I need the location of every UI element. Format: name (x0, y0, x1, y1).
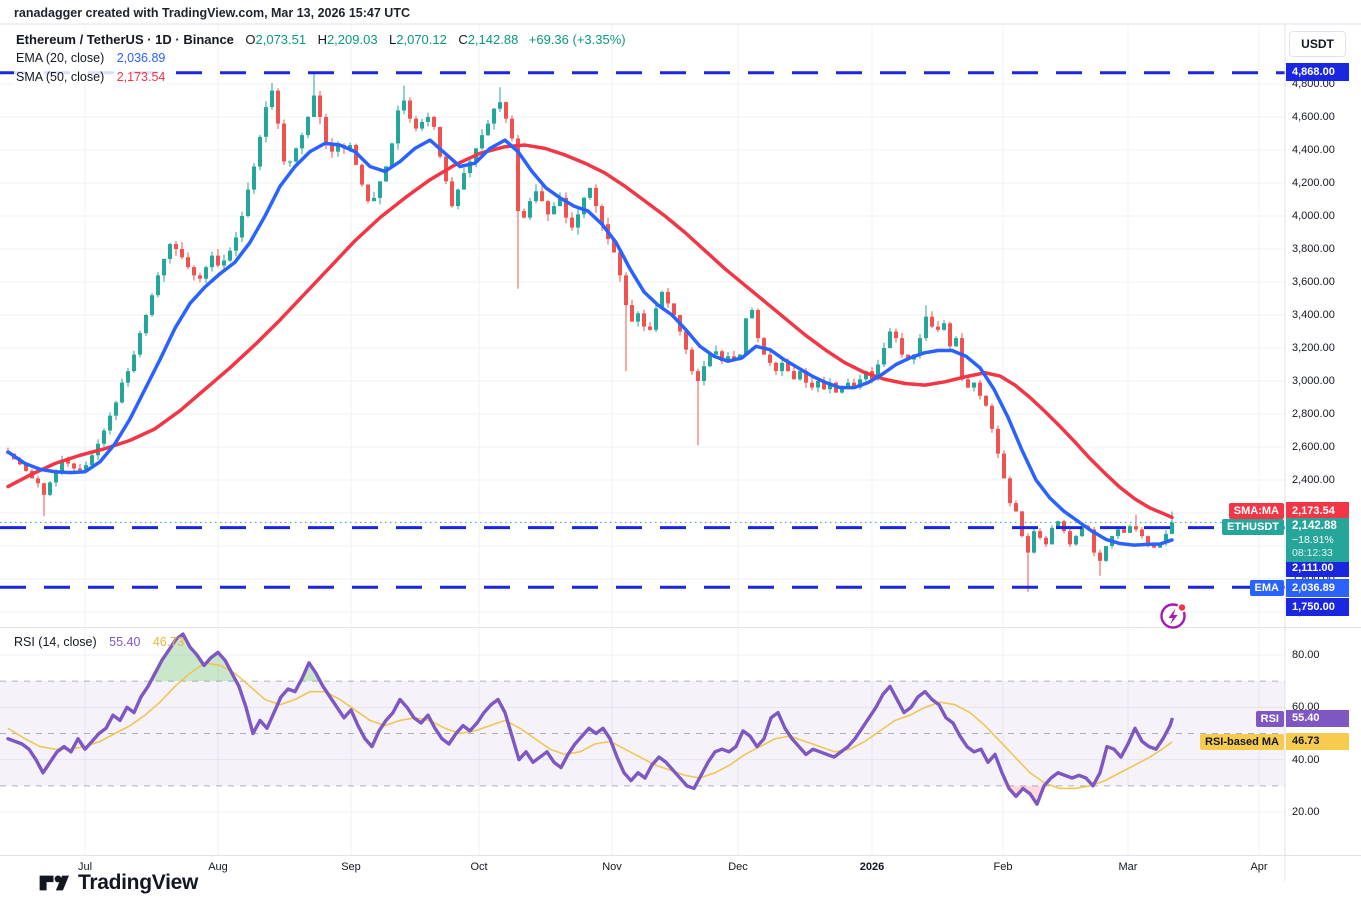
open-label: O (245, 32, 256, 47)
ticker-change-percent: −18.91% (1292, 534, 1334, 546)
rsi-axis-value: 55.40 (1286, 710, 1349, 727)
rsi-value: 55.40 (109, 635, 141, 649)
open-value: 2,073.51 (255, 32, 307, 47)
rsi-ma-axis-value: 46.73 (1286, 733, 1349, 750)
sma-name: SMA (50, close) (16, 70, 105, 84)
currency-toggle-button[interactable]: USDT (1289, 31, 1346, 57)
chart-legend: Ethereum / TetherUS · 1D · Binance O2,07… (14, 31, 628, 87)
candlestick-series (6, 72, 1174, 592)
sma50-line (6, 143, 1174, 520)
lightning-icon (1160, 602, 1187, 629)
ema-axis-value: 2,036.89 (1286, 579, 1349, 597)
low-value: 2,070.12 (396, 32, 447, 47)
close-label: C (458, 32, 468, 47)
ticker-tag: ETHUSDT (1222, 519, 1284, 535)
high-value: 2,209.03 (326, 32, 378, 47)
rsi-ma-value: 46.73 (152, 635, 185, 649)
chart-canvas[interactable] (0, 0, 1361, 885)
level-label-4868: 4,868.00 (1286, 63, 1349, 81)
rsi-line (6, 632, 1174, 806)
level-label-2111: 2,111.00 (1286, 559, 1349, 577)
close-value: 2,142.88 (467, 32, 519, 47)
ema-value: 2,036.89 (116, 51, 166, 65)
level-label-1750: 1,750.00 (1286, 598, 1349, 616)
ticker-axis-label: 2,142.88 −18.91% 08:12:33 (1286, 518, 1349, 562)
ema-name: EMA (20, close) (16, 51, 105, 65)
low-label: L (389, 32, 397, 47)
symbol-title[interactable]: Ethereum / TetherUS · 1D · Binance (16, 32, 234, 47)
bar-countdown: 08:12:33 (1292, 547, 1333, 559)
rsi-tag: RSI (1255, 711, 1284, 727)
rsi-ma-tag: RSI-based MA (1200, 734, 1284, 750)
sma-ma-axis-value: 2,173.54 (1286, 502, 1349, 520)
sma-legend-row[interactable]: SMA (50, close) 2,173.54 (14, 68, 628, 86)
rsi-name: RSI (14, close) (14, 635, 97, 649)
ticker-price: 2,142.88 (1292, 520, 1337, 532)
tradingview-logo[interactable]: TradingView (38, 870, 198, 896)
ema-legend-row[interactable]: EMA (20, close) 2,036.89 (14, 49, 628, 67)
quick-trade-button[interactable] (1158, 599, 1190, 631)
change-value: +69.36 (+3.35%) (528, 32, 626, 47)
attribution-text: ranadagger created with TradingView.com,… (14, 6, 410, 20)
ema-tag: EMA (1249, 580, 1284, 596)
symbol-row: Ethereum / TetherUS · 1D · Binance O2,07… (14, 31, 628, 48)
high-label: H (317, 32, 327, 47)
rsi-legend-row[interactable]: RSI (14, close) 55.40 46.73 (14, 633, 184, 651)
sma-value: 2,173.54 (116, 70, 166, 84)
tradingview-logo-text: TradingView (78, 871, 199, 894)
tradingview-logo-icon (39, 875, 69, 891)
sma-ma-tag: SMA:MA (1228, 503, 1284, 519)
ema20-line (6, 138, 1174, 547)
